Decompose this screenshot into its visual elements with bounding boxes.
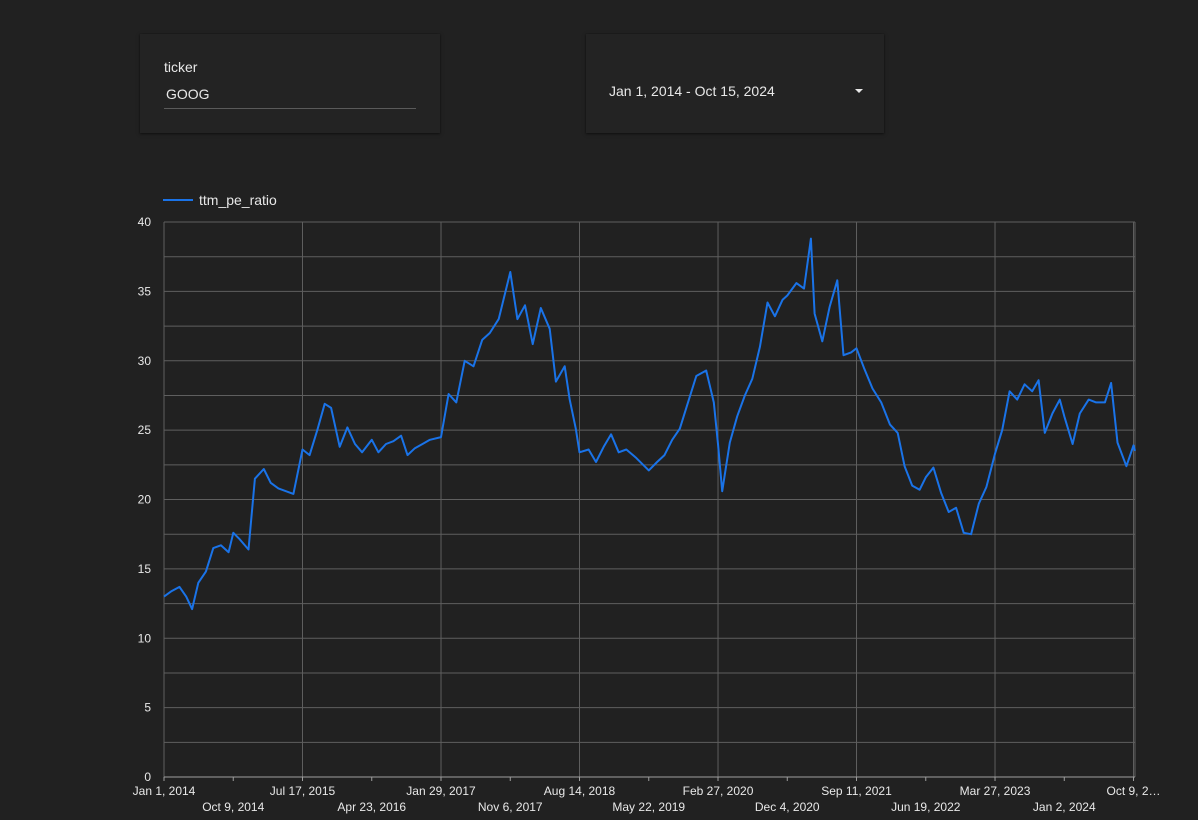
x-tick-label: Jan 2, 2024: [1033, 800, 1096, 814]
y-tick-label: 10: [138, 631, 152, 645]
date-range-value[interactable]: Jan 1, 2014 - Oct 15, 2024: [609, 83, 775, 99]
x-tick-label: Oct 9, 2…: [1107, 784, 1161, 798]
chevron-down-icon[interactable]: [855, 89, 863, 93]
x-tick-label: Nov 6, 2017: [478, 800, 543, 814]
y-tick-label: 40: [138, 215, 152, 229]
y-tick-label: 25: [138, 423, 152, 437]
y-axis: 0 5 10 15 20 25 30 35 40: [138, 215, 152, 784]
y-tick-label: 15: [138, 562, 152, 576]
y-tick-label: 0: [144, 770, 151, 784]
x-tick-label: Jul 17, 2015: [270, 784, 336, 798]
x-tick-label: May 22, 2019: [612, 800, 685, 814]
x-tick-label: Dec 4, 2020: [755, 800, 820, 814]
y-tick-label: 20: [138, 493, 152, 507]
chart-grid: [163, 221, 1136, 778]
legend-label: ttm_pe_ratio: [199, 192, 277, 208]
ticker-filter-label: ticker: [164, 59, 198, 75]
series-line-ttm-pe-ratio: [163, 237, 1136, 611]
ticker-input[interactable]: GOOG: [164, 83, 416, 109]
x-tick-label: Sep 11, 2021: [821, 784, 892, 798]
y-tick-label: 35: [138, 284, 152, 298]
x-tick-label: Oct 9, 2014: [202, 800, 264, 814]
chart-legend[interactable]: ttm_pe_ratio: [163, 192, 277, 208]
x-tick-label: Jan 1, 2014: [133, 784, 196, 798]
y-tick-label: 5: [144, 701, 151, 715]
date-range-card[interactable]: Jan 1, 2014 - Oct 15, 2024: [586, 34, 884, 133]
x-tick-label: Jun 19, 2022: [891, 800, 961, 814]
ticker-filter-card: ticker GOOG: [140, 34, 440, 133]
y-tick-label: 30: [138, 354, 152, 368]
x-tick-label: Mar 27, 2023: [960, 784, 1031, 798]
x-tick-label: Jan 29, 2017: [406, 784, 476, 798]
x-tick-label: Aug 14, 2018: [544, 784, 616, 798]
x-tick-label: Feb 27, 2020: [683, 784, 754, 798]
x-tick-label: Apr 23, 2016: [337, 800, 406, 814]
